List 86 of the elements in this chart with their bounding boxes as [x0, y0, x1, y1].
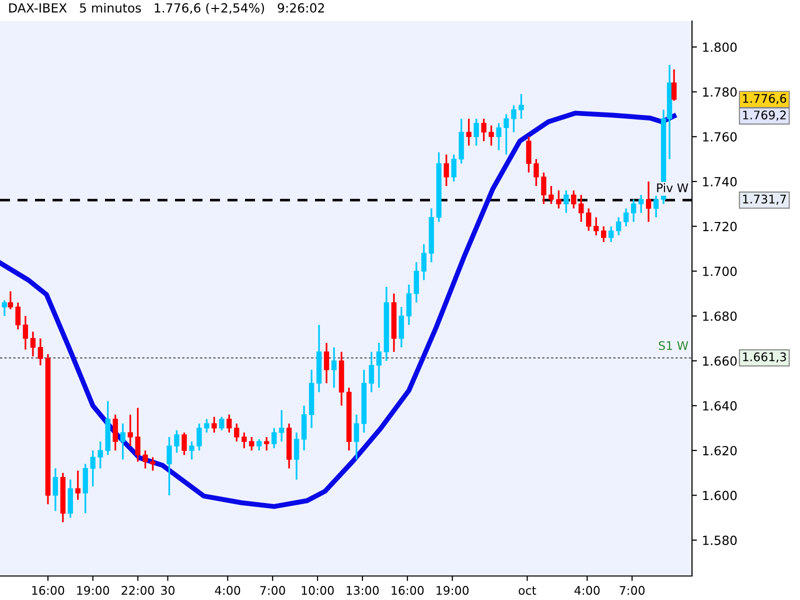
candlestick: [219, 416, 224, 432]
x-tick-label: oct: [518, 586, 536, 595]
candlestick: [518, 93, 524, 120]
candlestick: [212, 416, 217, 434]
candlestick: [653, 194, 659, 218]
candlestick: [166, 436, 172, 496]
x-tick-label: 13:00: [346, 586, 379, 595]
x-tick-label: 7:00: [260, 586, 286, 595]
candlestick: [204, 418, 210, 434]
candlestick: [474, 118, 479, 146]
candlestick: [226, 414, 232, 434]
x-tick-label: 10:00: [302, 586, 334, 595]
candlestick: [526, 136, 532, 174]
candlestick: [256, 438, 262, 452]
candlestick: [586, 208, 592, 232]
candlestick: [294, 432, 300, 480]
text: 1.661,3: [743, 352, 786, 363]
x-tick-label: 4:00: [214, 586, 240, 595]
candlestick: [541, 172, 546, 205]
candlestick: [616, 216, 622, 236]
candlestick: [368, 351, 374, 394]
candlestick: [504, 113, 509, 156]
ref-line-label: S1 W: [658, 341, 688, 350]
candlestick: [594, 216, 599, 236]
candlestick: [182, 432, 187, 456]
y-tick-label: 1.800: [703, 42, 737, 52]
ref-line-label: Piv W: [657, 183, 688, 192]
candlestick: [624, 208, 629, 228]
candlestick: [376, 342, 382, 389]
y-tick-label: 1.760: [703, 132, 737, 142]
candlestick: [331, 346, 337, 389]
y-tick-label: 1.780: [703, 87, 737, 97]
candlestick: [548, 185, 554, 205]
candlestick: [608, 225, 614, 243]
candlestick: [406, 284, 412, 326]
candlestick: [354, 414, 360, 460]
y-tick-label: 1.640: [703, 401, 737, 411]
candlestick: [534, 158, 539, 187]
candlestick: [174, 429, 180, 454]
candlestick: [421, 243, 426, 281]
chart-title: DAX-IBEX 5 minutos 1.776,6 (+2,54%) 9:26:02: [9, 2, 324, 14]
candlestick: [466, 118, 472, 146]
candlestick: [414, 261, 419, 304]
candlestick: [272, 427, 277, 450]
candlestick: [646, 180, 652, 223]
x-tick-label: 19:00: [77, 586, 110, 595]
x-tick-label: 22:00: [122, 586, 154, 595]
candlestick: [189, 440, 194, 460]
text: 1.731,7: [743, 194, 786, 205]
candlestick: [264, 436, 270, 452]
candlestick: [242, 432, 247, 450]
candlestick: [196, 422, 202, 452]
candlestick: [324, 342, 330, 384]
x-tick-label: 4:00: [574, 586, 600, 595]
x-tick-label: 19:00: [436, 586, 469, 595]
candlestick: [511, 104, 516, 134]
candlestick: [601, 225, 606, 243]
y-tick-label: 1.740: [703, 176, 737, 186]
candlestick: [398, 306, 404, 348]
candlestick: [564, 190, 569, 214]
y-tick-label: 1.600: [703, 490, 737, 500]
x-tick-label: 7:00: [620, 586, 645, 595]
y-tick-label: 1.580: [703, 536, 737, 546]
candlestick: [556, 190, 562, 210]
candlestick: [638, 194, 644, 214]
candlestick: [571, 190, 576, 210]
candlestick: [249, 436, 254, 452]
x-tick-label: 16:00: [392, 586, 424, 595]
candlestick: [451, 154, 456, 182]
candlestick: [488, 124, 494, 146]
y-tick-label: 1.660: [703, 356, 737, 366]
candlestick: [444, 154, 449, 187]
candlestick: [630, 198, 636, 223]
text: 1.769,2: [743, 110, 786, 121]
candlestick: [481, 118, 486, 142]
text: 1.776,6: [743, 94, 786, 104]
candlestick: [234, 422, 240, 442]
y-tick-label: 1.680: [703, 311, 737, 321]
x-tick-label: 30: [161, 586, 174, 595]
y-tick-label: 1.720: [703, 222, 737, 232]
candlestick: [578, 194, 584, 223]
y-tick-label: 1.700: [703, 266, 737, 276]
x-tick-label: 16:00: [32, 586, 64, 595]
y-tick-label: 1.620: [703, 446, 737, 456]
candlestick: [278, 409, 284, 442]
candlestick: [496, 122, 502, 151]
